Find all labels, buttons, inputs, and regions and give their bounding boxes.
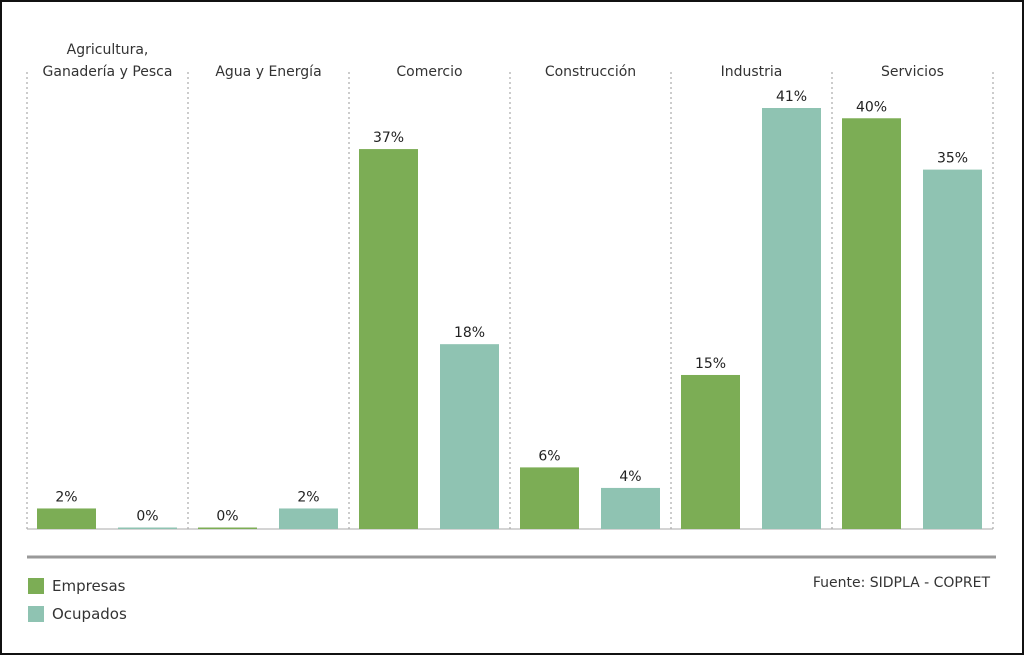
bar-ocupados [440, 344, 499, 529]
category-label: Servicios [881, 64, 944, 80]
bar-chart: Agricultura, Ganadería y Pesca Agua y Ener… [26, 42, 996, 559]
legend-label-empresas: Empresas [52, 577, 126, 595]
bar-ocupados [601, 487, 660, 529]
category-label: Industria [721, 64, 783, 80]
legend-item-empresas: Empresas [28, 572, 127, 600]
data-label: 41% [776, 89, 807, 105]
data-label: 35% [937, 151, 968, 167]
source-note: Fuente: SIDPLA - COPRET [812, 575, 990, 591]
category-label: Agricultura, Ganadería y Pesca [43, 42, 173, 80]
category-label: Construcción [545, 64, 636, 80]
bar-ocupados [762, 108, 821, 529]
data-label: 18% [454, 325, 485, 341]
data-label: 0% [136, 509, 158, 525]
category-label: Comercio [396, 64, 462, 80]
legend-label-ocupados: Ocupados [52, 605, 127, 623]
data-label: 2% [297, 489, 319, 505]
bar-empresas [198, 527, 257, 529]
bar-ocupados [279, 508, 338, 529]
bar-empresas [842, 118, 901, 529]
legend-item-ocupados: Ocupados [28, 600, 127, 628]
data-label: 6% [538, 448, 560, 464]
data-label: 40% [856, 99, 887, 115]
bar-empresas [359, 149, 418, 529]
legend-swatch-ocupados [28, 606, 44, 622]
data-label: 2% [55, 489, 77, 505]
legend: Empresas Ocupados [28, 572, 127, 628]
data-label: 37% [373, 130, 404, 146]
bar-ocupados [923, 169, 982, 530]
legend-swatch-empresas [28, 578, 44, 594]
data-label: 4% [619, 469, 641, 485]
bar-empresas [681, 374, 740, 529]
bar-empresas [520, 467, 579, 529]
data-label: 0% [216, 509, 238, 525]
bar-empresas [37, 508, 96, 529]
data-label: 15% [695, 356, 726, 372]
category-label: Agua y Energía [215, 64, 321, 80]
bar-ocupados [118, 527, 177, 529]
